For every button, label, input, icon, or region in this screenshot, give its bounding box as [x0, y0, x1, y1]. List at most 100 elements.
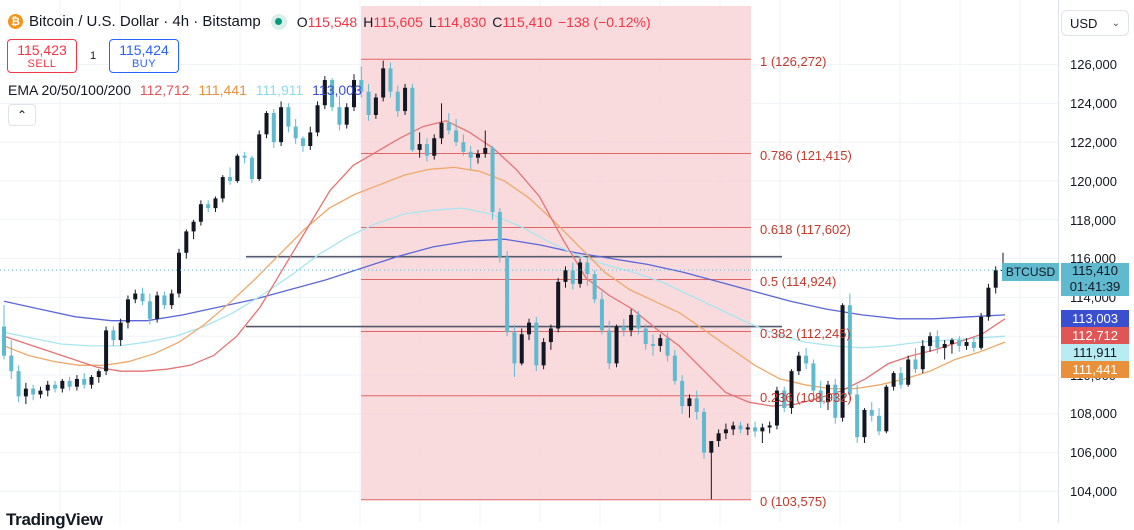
market-status-icon[interactable]	[270, 13, 287, 30]
candle-body	[723, 429, 728, 434]
sell-price: 115,423	[17, 42, 67, 58]
sell-button[interactable]: 115,423 SELL	[7, 39, 77, 73]
candle-body	[213, 198, 218, 209]
ema-lines	[3, 120, 1006, 407]
candle-body	[23, 388, 28, 397]
candle-body	[111, 330, 116, 341]
candle-body	[731, 425, 736, 430]
candle-body	[293, 126, 298, 139]
collapse-legend-button[interactable]: ⌃	[8, 104, 36, 126]
candle-body	[599, 299, 604, 331]
low-label: L	[428, 13, 437, 30]
candle-body	[330, 80, 335, 108]
candle-body	[381, 68, 386, 98]
candle-body	[424, 144, 429, 156]
candle-body	[818, 390, 823, 403]
fib-label: 0.236 (108,932)	[760, 390, 852, 405]
currency-label: USD	[1070, 16, 1098, 31]
candle-body	[658, 338, 663, 346]
candle-body	[373, 97, 378, 115]
ema-legend[interactable]: EMA 20/50/100/200 112,712 111,441 111,91…	[8, 82, 367, 98]
axis-tick: 104,000	[1070, 484, 1117, 499]
candle-body	[140, 293, 145, 302]
candle-body	[665, 338, 670, 356]
candle-body	[687, 398, 692, 407]
candle-body	[1, 326, 7, 356]
candle-body	[840, 305, 845, 418]
candle-body	[782, 390, 787, 409]
candle-body	[913, 359, 918, 370]
last-price: 115,410	[1071, 263, 1119, 278]
chevron-down-icon: ⌄	[1111, 18, 1120, 29]
candle-body	[31, 388, 36, 395]
candle-body	[971, 342, 976, 348]
buy-button[interactable]: 115,424 BUY	[109, 39, 179, 73]
candle-body	[942, 343, 947, 348]
candle-body	[96, 371, 101, 377]
candle-body	[774, 390, 779, 426]
candle-body	[607, 330, 612, 364]
candle-body	[147, 301, 152, 319]
candle-body	[636, 314, 641, 329]
candle-body	[650, 343, 655, 346]
fib-label: 0 (103,575)	[760, 494, 827, 509]
candle-body	[279, 107, 284, 143]
candle-body	[198, 204, 203, 222]
tradingview-logo[interactable]: TradingView	[6, 510, 103, 529]
open-value: 115,548	[307, 13, 358, 30]
candle-body	[505, 256, 510, 333]
candle-body	[257, 134, 262, 180]
ema50-line	[3, 166, 1006, 390]
candle-body	[621, 326, 626, 331]
fib-label: 0.382 (112,245)	[760, 326, 851, 341]
candle-body	[403, 87, 408, 112]
symbol-title[interactable]: Bitcoin / U.S. Dollar · 4h · Bitstamp	[29, 13, 261, 30]
fib-label: 0.786 (121,415)	[760, 148, 852, 163]
candle-body	[497, 212, 502, 257]
candle-body	[38, 390, 43, 395]
bitcoin-icon: ₿	[8, 14, 23, 29]
candle-body	[184, 231, 189, 253]
candle-body	[125, 299, 130, 323]
candle-body	[563, 270, 568, 282]
axis-tick: 122,000	[1070, 135, 1117, 150]
candle-body	[235, 155, 240, 181]
candle-body	[716, 433, 721, 442]
candle-body	[920, 345, 925, 370]
candle-body	[67, 380, 72, 387]
candle-body	[439, 122, 444, 139]
bar-countdown: 01:41:39	[1069, 279, 1121, 294]
ema50-price-label: 111,441	[1061, 361, 1129, 378]
axis-tick: 120,000	[1070, 174, 1117, 189]
candle-body	[410, 87, 415, 150]
candle-body	[60, 380, 65, 389]
candle-body	[308, 132, 313, 147]
candle-body	[964, 342, 969, 346]
change-value: −138 (−0.12%)	[558, 13, 651, 30]
fib-retracement-zone[interactable]	[361, 6, 751, 500]
candle-body	[475, 153, 480, 158]
candle-body	[738, 425, 743, 430]
candle-body	[322, 80, 327, 106]
candle-body	[300, 138, 305, 147]
fib-label: 0.5 (114,924)	[760, 274, 837, 289]
candle-body	[228, 177, 233, 181]
ema-legend-name: EMA 20/50/100/200	[8, 82, 131, 98]
candle-body	[344, 107, 349, 125]
candle-body	[264, 113, 269, 135]
candle-body	[249, 157, 254, 180]
candle-body	[789, 371, 794, 409]
candle-body	[315, 105, 320, 133]
last-price-label: 115,410 01:41:39	[1061, 263, 1129, 296]
spread-value: 1	[90, 50, 97, 62]
candle-body	[169, 293, 174, 306]
currency-dropdown[interactable]: USD ⌄	[1061, 10, 1129, 36]
candle-body	[614, 326, 619, 364]
candle-body	[935, 336, 940, 348]
candle-body	[855, 394, 860, 438]
candle-body	[862, 409, 867, 438]
candle-body	[206, 204, 211, 209]
symbol-header: ₿ Bitcoin / U.S. Dollar · 4h · Bitstamp …	[8, 13, 657, 30]
candle-body	[461, 142, 466, 152]
